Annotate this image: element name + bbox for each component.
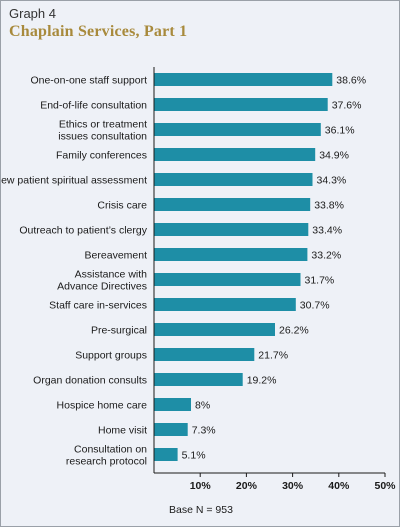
- value-label: 33.2%: [311, 250, 341, 262]
- value-label: 7.3%: [192, 425, 216, 437]
- bar: [154, 123, 321, 136]
- bar: [154, 248, 308, 261]
- value-label: 26.2%: [279, 325, 309, 337]
- x-tick-label: 30%: [282, 480, 304, 492]
- bar: [154, 423, 188, 436]
- bar: [154, 298, 296, 311]
- value-label: 33.4%: [312, 225, 342, 237]
- bar: [154, 273, 301, 286]
- value-label: 34.9%: [319, 150, 349, 162]
- category-label: Assistance with Advance Directives: [57, 269, 147, 293]
- value-label: 36.1%: [325, 125, 355, 137]
- bar: [154, 448, 178, 461]
- category-label: Ethics or treatment issues consultation: [58, 119, 147, 143]
- bar: [154, 98, 328, 111]
- value-label: 5.1%: [182, 450, 206, 462]
- bar: [154, 148, 316, 161]
- base-n-footnote: Base N = 953: [169, 504, 233, 516]
- x-tick-label: 10%: [190, 480, 212, 492]
- category-label: Bereavement: [85, 250, 148, 262]
- bar: [154, 398, 191, 411]
- bar: [154, 348, 255, 361]
- chart-title: Chaplain Services, Part 1: [9, 23, 188, 40]
- category-label: New patient spiritual assessment: [1, 175, 147, 187]
- x-tick-label: 40%: [328, 480, 350, 492]
- value-label: 33.8%: [314, 200, 344, 212]
- value-label: 34.3%: [317, 175, 347, 187]
- value-label: 8%: [195, 400, 210, 412]
- category-label: Crisis care: [97, 200, 147, 212]
- category-label: Home visit: [98, 425, 147, 437]
- value-label: 38.6%: [336, 75, 366, 87]
- value-label: 37.6%: [332, 100, 362, 112]
- x-tick-label: 50%: [374, 480, 396, 492]
- bar: [154, 373, 243, 386]
- category-label: Family conferences: [56, 150, 147, 162]
- chart-header: Graph 4 Chaplain Services, Part 1: [9, 5, 187, 41]
- category-label: Support groups: [75, 350, 147, 362]
- bar: [154, 73, 333, 86]
- value-label: 30.7%: [300, 300, 330, 312]
- category-label: Hospice home care: [57, 400, 148, 412]
- category-label: Pre-surgical: [91, 325, 147, 337]
- value-label: 21.7%: [258, 350, 288, 362]
- category-label: Consultation on research protocol: [66, 444, 147, 468]
- bar: [154, 198, 311, 211]
- graph-number: Graph 4: [9, 6, 56, 21]
- bar: [154, 173, 313, 186]
- bar: [154, 223, 309, 236]
- x-tick-label: 20%: [236, 480, 258, 492]
- category-label: Staff care in-services: [49, 300, 147, 312]
- value-label: 31.7%: [305, 275, 335, 287]
- category-label: Organ donation consults: [33, 375, 147, 387]
- category-label: End-of-life consultation: [40, 100, 147, 112]
- category-label: Outreach to patient’s clergy: [19, 225, 147, 237]
- bar: [154, 323, 275, 336]
- value-label: 19.2%: [247, 375, 277, 387]
- category-label: One-on-one staff support: [30, 75, 147, 87]
